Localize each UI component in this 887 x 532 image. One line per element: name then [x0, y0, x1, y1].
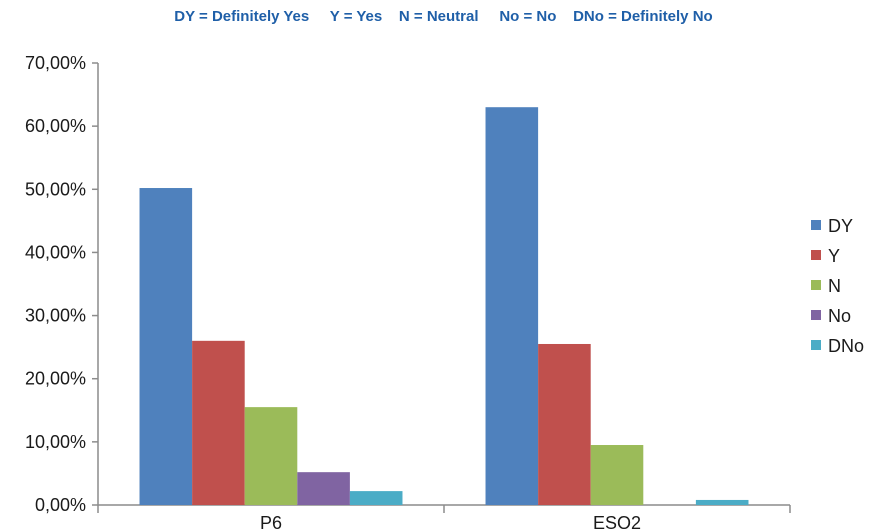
legend-label: Y	[828, 246, 840, 266]
bar-dno-eso2	[695, 499, 749, 505]
legend-swatch	[811, 340, 821, 350]
y-tick-label: 0,00%	[35, 495, 86, 515]
bar-y-eso2	[538, 343, 591, 505]
x-category-label: P6	[260, 513, 282, 532]
y-tick-label: 50,00%	[25, 179, 86, 199]
x-category-label: ESO2	[593, 513, 641, 532]
legend-swatch	[811, 250, 821, 260]
legend-swatch	[811, 220, 821, 230]
bar-n-eso2	[590, 445, 644, 505]
bar-dy-eso2	[485, 107, 539, 505]
legend-label: No	[828, 306, 851, 326]
legend-swatch	[811, 280, 821, 290]
y-tick-label: 60,00%	[25, 116, 86, 136]
bar-n-p6	[244, 407, 298, 505]
legend-label: DY	[828, 216, 853, 236]
legend-label: N	[828, 276, 841, 296]
bar-dy-p6	[139, 188, 193, 505]
y-tick-label: 30,00%	[25, 306, 86, 326]
legend-definitions: DY = Definitely Yes Y = Yes N = Neutral …	[174, 8, 713, 25]
legend-label: DNo	[828, 336, 864, 356]
bar-y-p6	[192, 340, 245, 505]
y-tick-label: 70,00%	[25, 53, 86, 73]
y-tick-label: 20,00%	[25, 369, 86, 389]
legend-swatch	[811, 310, 821, 320]
bar-dno-p6	[349, 491, 403, 505]
y-tick-label: 40,00%	[25, 242, 86, 262]
bar-no-p6	[297, 472, 350, 505]
y-tick-label: 10,00%	[25, 432, 86, 452]
